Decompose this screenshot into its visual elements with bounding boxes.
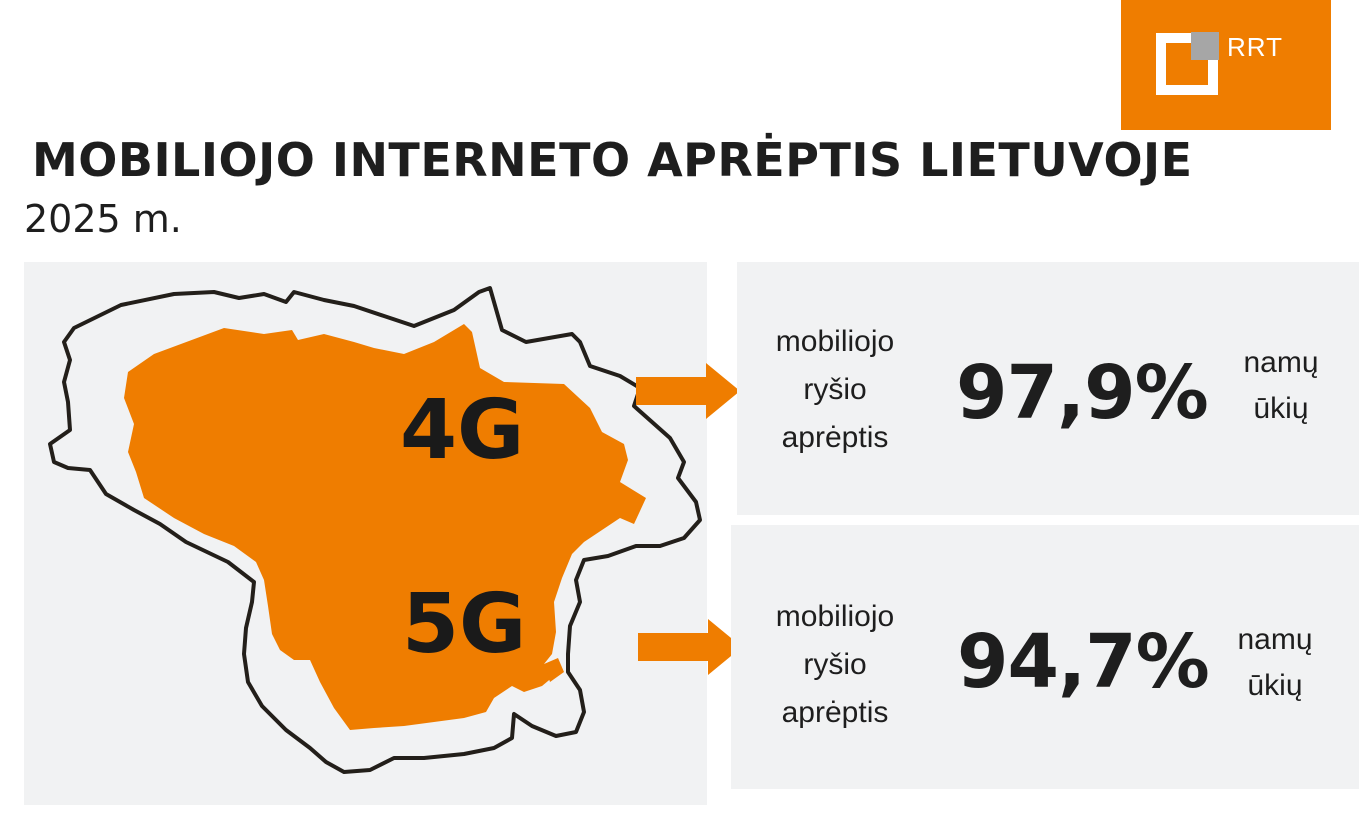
stat-card-4g: mobiliojo ryšio aprėptis 97,9% namų ūkių bbox=[737, 262, 1359, 515]
arrow-right-icon bbox=[638, 619, 742, 675]
stat-value: 94,7% bbox=[957, 619, 1210, 705]
stat-description-line: aprėptis bbox=[781, 696, 889, 729]
stat-unit: namų ūkių bbox=[1215, 617, 1335, 709]
stat-description: mobiliojo ryšio aprėptis bbox=[735, 593, 935, 737]
year-subtitle: 2025 m. bbox=[24, 197, 182, 241]
rrt-logo-icon: RRT bbox=[1156, 32, 1283, 95]
stat-description-line: ryšio bbox=[803, 648, 867, 681]
map-panel: 4G 5G bbox=[24, 262, 707, 805]
rrt-logo: RRT bbox=[1121, 0, 1331, 130]
label-4g: 4G bbox=[400, 383, 525, 478]
page-title: MOBILIOJO INTERNETO APRĖPTIS LIETUVOJE bbox=[32, 133, 1193, 187]
stat-description-line: mobiliojo bbox=[775, 600, 895, 633]
stat-unit: namų ūkių bbox=[1221, 340, 1341, 432]
logo-text: RRT bbox=[1227, 32, 1283, 62]
stat-card-5g: mobiliojo ryšio aprėptis 94,7% namų ūkių bbox=[731, 525, 1359, 789]
stat-unit-line: ūkių bbox=[1247, 669, 1303, 702]
stat-description-line: aprėptis bbox=[781, 421, 889, 454]
stat-value: 97,9% bbox=[956, 350, 1209, 436]
stat-description-line: mobiliojo bbox=[775, 325, 895, 358]
stat-description-line: ryšio bbox=[803, 373, 867, 406]
stat-description: mobiliojo ryšio aprėptis bbox=[735, 318, 935, 462]
stat-unit-line: namų bbox=[1243, 346, 1319, 379]
lithuania-map-icon bbox=[48, 286, 702, 774]
label-5g: 5G bbox=[402, 577, 527, 672]
stat-unit-line: ūkių bbox=[1253, 392, 1309, 425]
arrow-right-icon bbox=[636, 363, 740, 419]
stat-unit-line: namų bbox=[1237, 623, 1313, 656]
